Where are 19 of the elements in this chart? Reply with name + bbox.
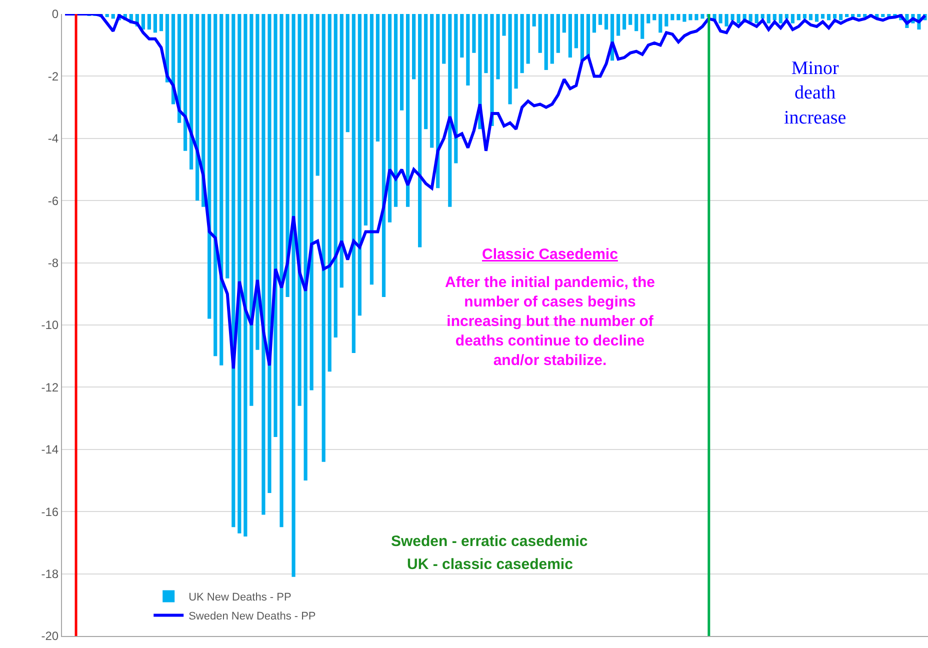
annotation: After the initial pandemic, the number of cases begins increasing but the number of deaths continue to decline and/or stabilize. [445, 274, 656, 369]
legend-label: Sweden New Deaths - PP [188, 610, 316, 623]
y-tick-label: -10 [41, 318, 59, 332]
annotation: UK - classic casedemic [407, 556, 573, 573]
line-series [64, 14, 926, 370]
annotation: Sweden - erratic casedemic [391, 533, 588, 550]
y-tick-label: -4 [48, 132, 59, 146]
legend-label: UK New Deaths - PP [188, 592, 292, 604]
y-tick-label: -2 [48, 69, 59, 84]
y-tick-label: -20 [41, 629, 59, 644]
y-tick-label: -18 [41, 567, 59, 581]
y-tick-label: -6 [48, 194, 59, 208]
y-tick-label: -12 [41, 380, 59, 394]
y-tick-label: -8 [48, 256, 59, 270]
y-tick-label: -16 [41, 504, 59, 519]
annotation: Classic Casedemic [482, 246, 618, 263]
annotation: Minor death increase [784, 58, 846, 128]
y-tick-label: 0 [52, 7, 59, 22]
y-tick-label: -14 [41, 442, 59, 457]
